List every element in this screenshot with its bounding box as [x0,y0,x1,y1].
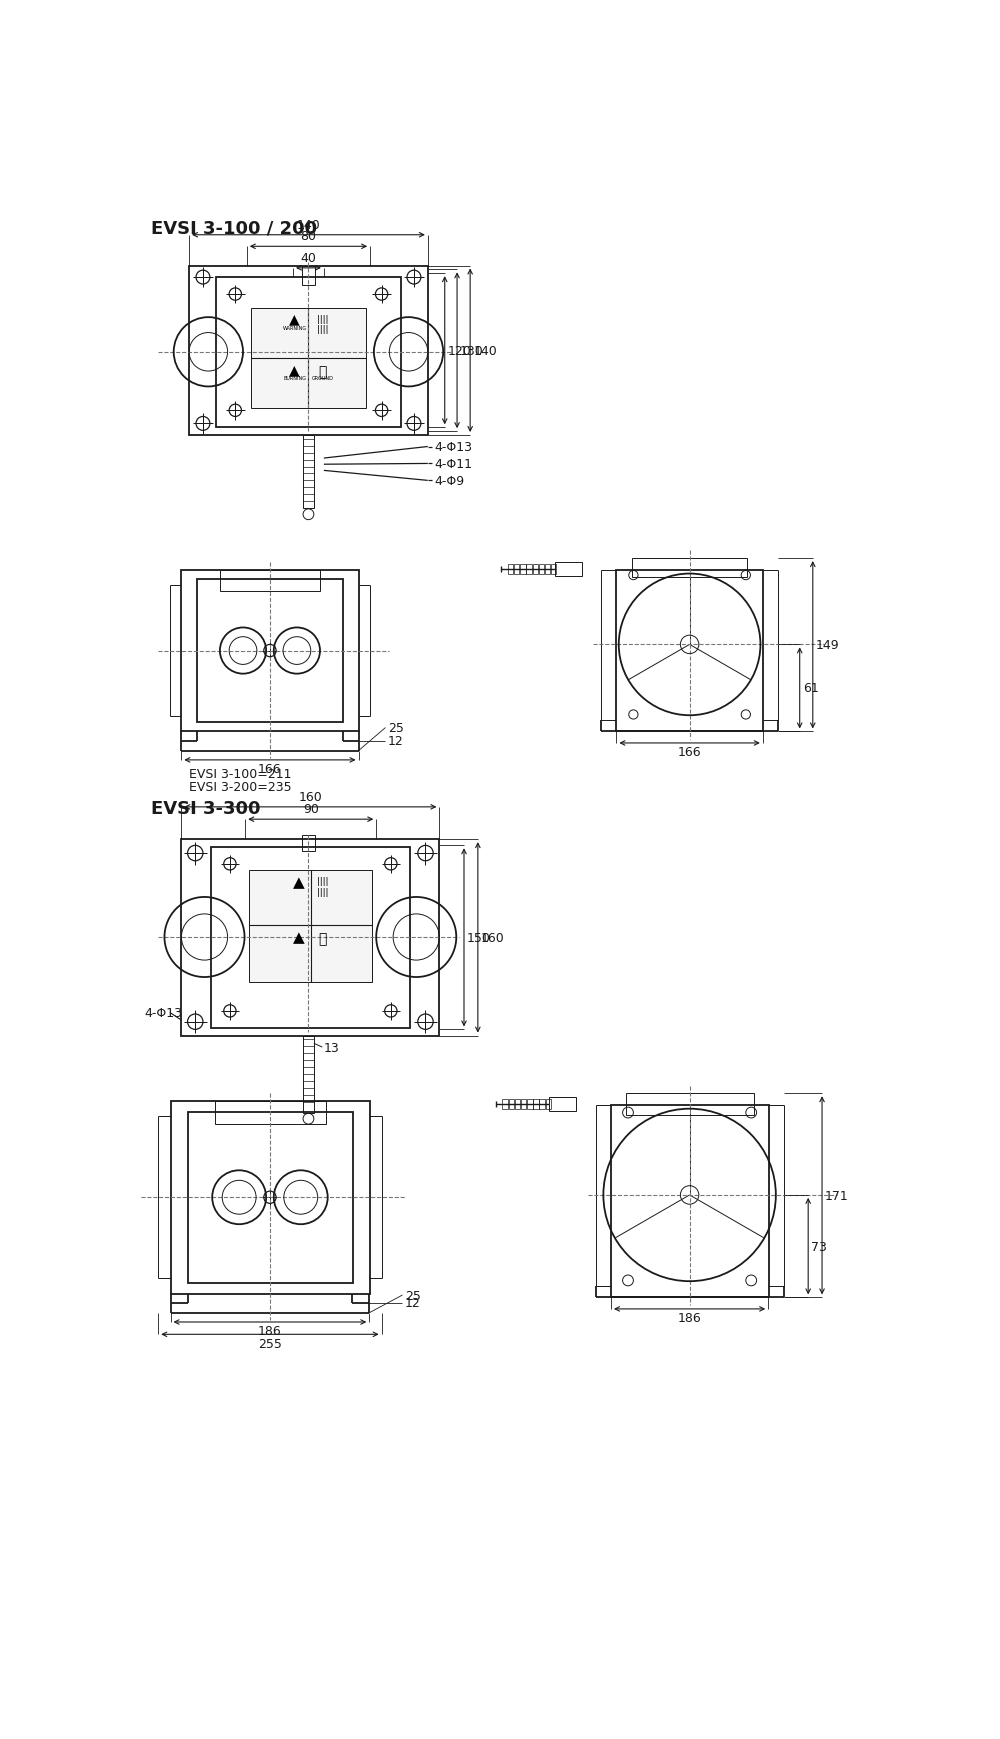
Bar [616,570,763,732]
Text: 12: 12 [388,734,404,748]
Text: ||||
||||: |||| |||| [317,315,328,334]
Text: 160: 160 [481,932,505,944]
Text: 12: 12 [405,1297,420,1309]
Text: EVSI 3-100=211: EVSI 3-100=211 [189,769,292,781]
Bar [302,266,315,285]
Bar [171,1101,370,1294]
Text: 140: 140 [473,344,497,358]
Bar [303,436,314,510]
Text: ||||
||||: |||| |||| [317,876,328,896]
Bar [521,1099,526,1109]
Text: 150: 150 [467,932,491,944]
Text: 149: 149 [816,638,840,652]
Bar [555,563,582,577]
Bar [502,1099,508,1109]
Text: 73: 73 [811,1240,827,1252]
Text: 166: 166 [258,763,282,776]
Bar [632,558,747,577]
Text: 61: 61 [803,682,819,696]
Bar [549,1097,576,1111]
Text: EVSI 3-100 / 200: EVSI 3-100 / 200 [151,219,317,237]
Bar [216,278,401,428]
Bar [508,565,513,574]
Text: 80: 80 [300,230,316,243]
Bar [526,565,532,574]
Bar [545,565,550,574]
Text: ▲: ▲ [293,930,305,944]
Bar [626,1094,754,1115]
Bar [303,1036,314,1113]
Text: 90: 90 [303,803,319,816]
Text: ▲: ▲ [289,363,300,377]
Text: 140: 140 [297,219,320,231]
Text: 4-Φ11: 4-Φ11 [434,457,472,471]
Text: 166: 166 [678,746,701,758]
Bar [527,1099,533,1109]
Text: 255: 255 [258,1337,282,1349]
Text: 4-Φ9: 4-Φ9 [434,475,464,487]
Text: 120: 120 [448,344,472,358]
Bar [551,565,556,574]
Text: 25: 25 [405,1289,421,1303]
Text: ▲: ▲ [293,875,305,889]
Bar [514,565,519,574]
Bar [189,266,428,436]
Bar [611,1106,769,1297]
Text: 171: 171 [825,1189,849,1202]
Text: 160: 160 [299,791,322,803]
Text: 13: 13 [324,1042,340,1054]
Text: BURNING: BURNING [283,376,306,381]
Bar [181,840,439,1036]
Bar [211,847,410,1028]
Text: 186: 186 [258,1325,282,1337]
Bar [520,565,526,574]
Text: ⏚: ⏚ [318,932,326,946]
Bar [533,565,538,574]
Text: EVSI 3-200=235: EVSI 3-200=235 [189,781,292,795]
Bar [249,871,372,983]
Text: 4-Φ13: 4-Φ13 [144,1007,182,1019]
Text: 40: 40 [301,252,316,264]
Text: EVSI 3-300: EVSI 3-300 [151,800,260,817]
Bar [181,570,359,732]
Text: 186: 186 [678,1311,701,1325]
Bar [188,1113,353,1283]
Text: ▲: ▲ [289,313,300,327]
Text: 25: 25 [388,722,404,734]
Text: WARNING: WARNING [283,325,307,330]
Bar [197,579,343,723]
Bar [546,1099,551,1109]
Bar [215,1101,326,1125]
Bar [515,1099,520,1109]
Bar [533,1099,539,1109]
Text: 130: 130 [460,344,484,358]
Bar [509,1099,514,1109]
Bar [539,1099,545,1109]
Bar [539,565,544,574]
Bar [220,570,320,591]
Bar [302,836,315,852]
Text: GROUND: GROUND [311,376,333,381]
Text: ⏚: ⏚ [318,365,326,379]
Bar [251,310,366,409]
Text: 4-Φ13: 4-Φ13 [434,440,472,454]
